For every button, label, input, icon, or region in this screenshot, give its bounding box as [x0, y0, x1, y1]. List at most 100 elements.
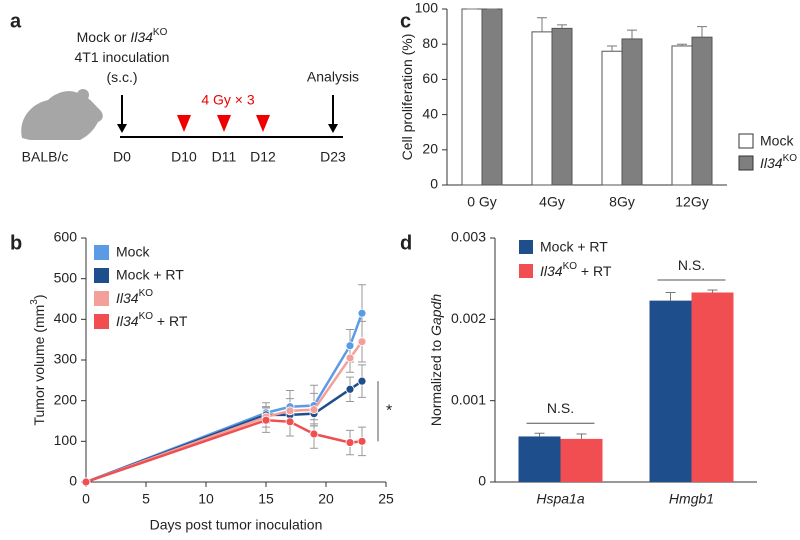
- data-point: [357, 376, 367, 386]
- x-tick-label: 15: [258, 491, 274, 507]
- text-part: KO: [139, 311, 154, 322]
- text-part: KO: [153, 27, 168, 38]
- y-tick-label: 80: [422, 35, 438, 51]
- text-part: Il34: [116, 313, 139, 329]
- day-label: D10: [171, 149, 197, 165]
- annotation-label: N.S.: [678, 257, 705, 273]
- bar: [551, 27, 573, 186]
- error-bar: [665, 291, 676, 301]
- text-part: Il34: [130, 29, 153, 45]
- y-tick-label: 20: [422, 141, 438, 157]
- series-line: [85, 312, 364, 484]
- text-part: 3: [29, 299, 40, 305]
- strain-label: BALB/c: [22, 149, 69, 165]
- legend-swatch: [94, 314, 109, 329]
- data-point: [345, 438, 355, 447]
- annotation-label: N.S.: [547, 400, 574, 416]
- y-tick-label: 60: [422, 70, 438, 86]
- legend-swatch: [519, 240, 533, 254]
- data-point: [309, 405, 319, 415]
- text-part: Tumor volume (mm: [31, 305, 47, 426]
- text-part: Cell proliferation (%): [399, 34, 415, 161]
- irradiation-marker: [217, 115, 231, 132]
- x-tick-label: 12Gy: [675, 194, 708, 210]
- bar: [531, 31, 553, 186]
- error-bar: [537, 17, 547, 32]
- bar: [621, 38, 643, 186]
- text-part: KO: [563, 261, 578, 272]
- x-axis-label: Days post tumor inoculation: [150, 517, 323, 533]
- text-part: (s.c.): [106, 69, 137, 85]
- error-bar: [677, 43, 687, 46]
- data-point: [357, 308, 367, 318]
- arrow-head: [117, 124, 127, 133]
- error-bar: [576, 433, 587, 439]
- text-part: Gapdh: [428, 294, 444, 336]
- bar: [649, 300, 692, 482]
- data-point: [285, 406, 295, 416]
- y-tick-label: 0: [478, 473, 486, 489]
- data-point: [261, 415, 271, 425]
- day-label: D12: [250, 149, 276, 165]
- y-tick-label: 0.003: [451, 229, 486, 245]
- irradiation-marker: [177, 115, 191, 132]
- x-tick-label: 8Gy: [609, 194, 635, 210]
- y-tick-label: 100: [54, 432, 78, 448]
- error-bar: [607, 45, 617, 52]
- legend-label: Mock: [760, 133, 794, 149]
- bar: [560, 438, 603, 482]
- text-part: KO: [783, 153, 798, 164]
- y-tick-label: 300: [54, 351, 78, 367]
- panel-label: c: [400, 10, 411, 32]
- day-label: D0: [113, 149, 131, 165]
- legend-label: Il34KO + RT: [540, 261, 612, 279]
- y-axis-label: Normalized to Gapdh: [428, 294, 444, 427]
- start-label: Mock or Il34KO: [77, 27, 168, 45]
- bar: [691, 36, 713, 186]
- x-tick-label: 0 Gy: [467, 194, 497, 210]
- text-part: Normalized to: [428, 336, 444, 426]
- bar: [691, 292, 734, 482]
- y-tick-label: 0.002: [451, 310, 486, 326]
- legend-label: Il34KO + RT: [116, 311, 188, 329]
- day-label: D11: [212, 149, 237, 165]
- legend-swatch: [94, 245, 109, 260]
- y-axis-label: Cell proliferation (%): [399, 34, 415, 161]
- x-tick-label: 5: [142, 491, 150, 507]
- legend-label: Il34KO: [760, 153, 797, 171]
- x-tick-label: 20: [318, 491, 334, 507]
- data-point: [309, 429, 319, 439]
- y-tick-label: 600: [54, 229, 78, 245]
- panel-label: d: [400, 232, 412, 254]
- text-part: Il34: [760, 155, 783, 171]
- day-label: D23: [320, 149, 346, 165]
- legend-label: Mock + RT: [540, 239, 608, 255]
- bar: [461, 8, 483, 186]
- legend-label: Il34KO: [116, 288, 153, 306]
- series-line: [85, 340, 364, 484]
- text-part: Il34: [116, 290, 139, 306]
- legend-swatch: [94, 291, 109, 306]
- data-point: [81, 477, 91, 487]
- data-point: [345, 384, 355, 394]
- legend-label: Mock: [116, 244, 150, 260]
- arrow-head: [328, 124, 338, 133]
- legend-swatch: [519, 264, 533, 278]
- text-part: + RT: [577, 263, 612, 279]
- mouse-ear: [77, 89, 89, 101]
- x-tick-label: 10: [198, 491, 214, 507]
- bar: [518, 436, 561, 482]
- y-tick-label: 0.001: [451, 391, 486, 407]
- data-point: [357, 436, 367, 446]
- legend-label: Mock + RT: [116, 267, 184, 283]
- panel-label: a: [10, 10, 22, 32]
- y-tick-label: 0: [69, 473, 77, 489]
- x-tick-label: Hspa1a: [536, 491, 584, 507]
- x-tick-label: 25: [378, 491, 394, 507]
- x-tick-label: Hmgb1: [669, 491, 714, 507]
- bar: [481, 8, 503, 186]
- start-label: 4T1 inoculation: [75, 49, 170, 65]
- x-tick-label: 0: [82, 491, 90, 507]
- y-tick-label: 500: [54, 269, 78, 285]
